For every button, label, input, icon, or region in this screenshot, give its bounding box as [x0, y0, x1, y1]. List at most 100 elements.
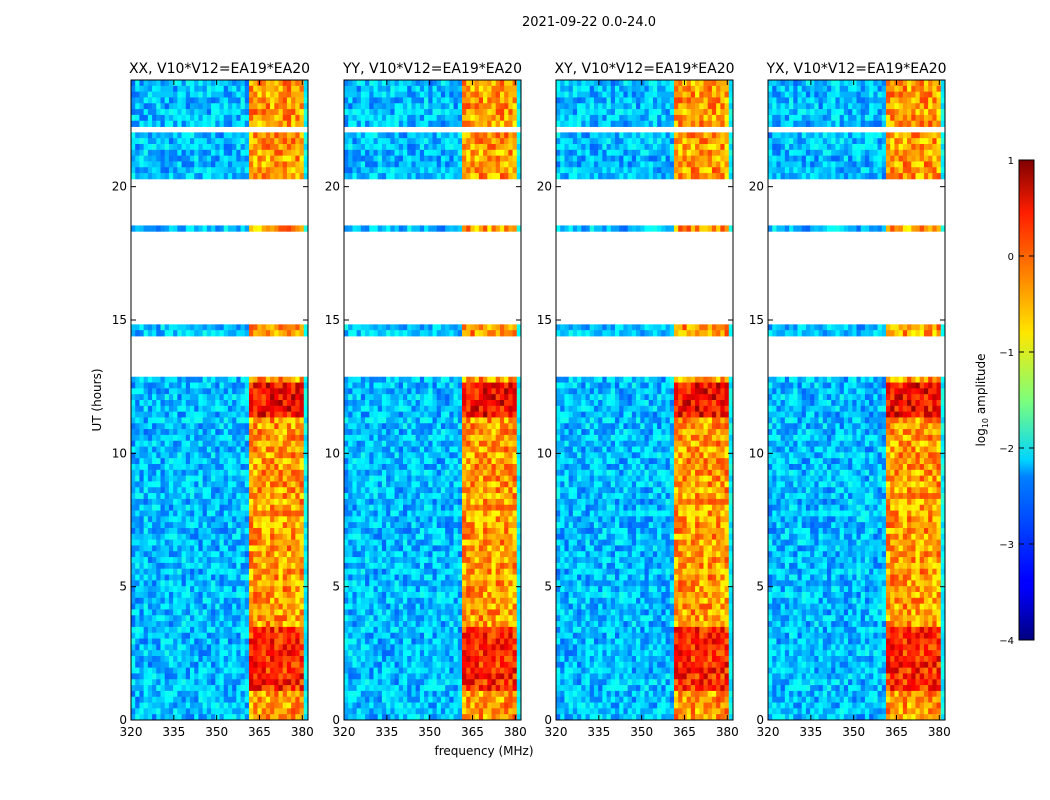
heatmap-cell [291, 685, 296, 692]
heatmap-cell [177, 144, 182, 151]
heatmap-cell [282, 109, 288, 116]
heatmap-cell [240, 597, 246, 605]
heatmap-cell [211, 429, 216, 436]
heatmap-cell [160, 621, 166, 628]
heatmap-cell [177, 592, 182, 599]
heatmap-cell [232, 714, 237, 721]
heatmap-cell [194, 429, 199, 436]
heatmap-cell [168, 411, 174, 418]
heatmap-cell [131, 103, 136, 110]
heatmap-cell [164, 330, 170, 337]
heatmap-cell [168, 592, 174, 599]
heatmap-cell [135, 714, 140, 721]
heatmap-cell [206, 434, 212, 442]
heatmap-cell [432, 388, 438, 395]
heatmap-cell [278, 103, 284, 110]
heatmap-cell [194, 632, 199, 639]
heatmap-cell [415, 149, 421, 157]
heatmap-cell [160, 382, 166, 389]
heatmap-cell [291, 533, 296, 541]
heatmap-cell [257, 464, 263, 471]
heatmap-cell [303, 481, 309, 488]
heatmap-cell [278, 475, 284, 482]
heatmap-cell [253, 638, 258, 645]
heatmap-cell [445, 114, 450, 122]
heatmap-cell [381, 481, 387, 488]
heatmap-cell [143, 609, 149, 616]
heatmap-cell [177, 97, 182, 104]
heatmap-cell [185, 324, 191, 331]
heatmap-cell [436, 440, 442, 447]
heatmap-cell [274, 330, 279, 337]
heatmap-cell [516, 440, 522, 447]
heatmap-cell [194, 464, 199, 471]
heatmap-cell [512, 487, 518, 494]
heatmap-cell [173, 533, 178, 541]
heatmap-cell [236, 114, 241, 122]
heatmap-cell [462, 446, 467, 453]
heatmap-cell [495, 132, 501, 139]
heatmap-cell [219, 475, 225, 482]
heatmap-cell [181, 80, 187, 87]
heatmap-cell [240, 650, 246, 657]
heatmap-cell [215, 638, 220, 645]
heatmap-cell [445, 400, 450, 407]
heatmap-cell [303, 702, 309, 709]
heatmap-cell [135, 173, 140, 180]
heatmap-cell [483, 80, 488, 87]
heatmap-cell [478, 120, 484, 127]
heatmap-cell [219, 545, 225, 552]
heatmap-cell [445, 394, 450, 401]
heatmap-cell [344, 464, 349, 471]
heatmap-cell [181, 551, 187, 558]
heatmap-cell [147, 458, 153, 465]
heatmap-cell [352, 400, 358, 407]
heatmap-cell [291, 429, 296, 436]
heatmap-cell [470, 493, 476, 500]
heatmap-cell [139, 225, 145, 232]
heatmap-cell [240, 132, 246, 139]
heatmap-cell [185, 440, 191, 447]
heatmap-cell [369, 394, 374, 401]
heatmap-cell [160, 533, 166, 541]
heatmap-cell [424, 167, 429, 174]
heatmap-cell [185, 411, 191, 418]
heatmap-cell [411, 149, 417, 157]
heatmap-cell [181, 510, 187, 517]
heatmap-cell [219, 388, 225, 395]
heatmap-cell [369, 114, 374, 122]
heatmap-cell [419, 493, 425, 500]
heatmap-cell [219, 586, 225, 593]
heatmap-cell [240, 609, 246, 616]
heatmap-cell [491, 330, 497, 337]
heatmap-cell [440, 400, 446, 407]
heatmap-cell [232, 568, 237, 575]
heatmap-cell [227, 615, 233, 622]
heatmap-cell [202, 621, 208, 628]
heatmap-cell [453, 417, 459, 424]
heatmap-cell [152, 440, 157, 447]
heatmap-cell [211, 167, 216, 174]
heatmap-cell [198, 330, 204, 337]
heatmap-cell [177, 458, 182, 465]
heatmap-cell [152, 708, 157, 715]
heatmap-cell [168, 522, 174, 529]
heatmap-cell [257, 97, 263, 104]
heatmap-cell [143, 516, 149, 523]
heatmap-cell [249, 434, 254, 442]
heatmap-cell [369, 458, 374, 465]
heatmap-cell [168, 376, 174, 383]
heatmap-cell [131, 592, 136, 599]
heatmap-cell [194, 557, 199, 564]
heatmap-cell [394, 405, 400, 413]
heatmap-cell [356, 97, 362, 104]
heatmap-cell [495, 167, 501, 174]
heatmap-cell [249, 173, 254, 180]
heatmap-cell [278, 225, 284, 232]
heatmap-cell [291, 475, 296, 482]
heatmap-cell [466, 388, 471, 395]
heatmap-cell [257, 161, 263, 168]
heatmap-cell [278, 586, 284, 593]
heatmap-cell [261, 690, 267, 698]
heatmap-cell [244, 487, 250, 494]
